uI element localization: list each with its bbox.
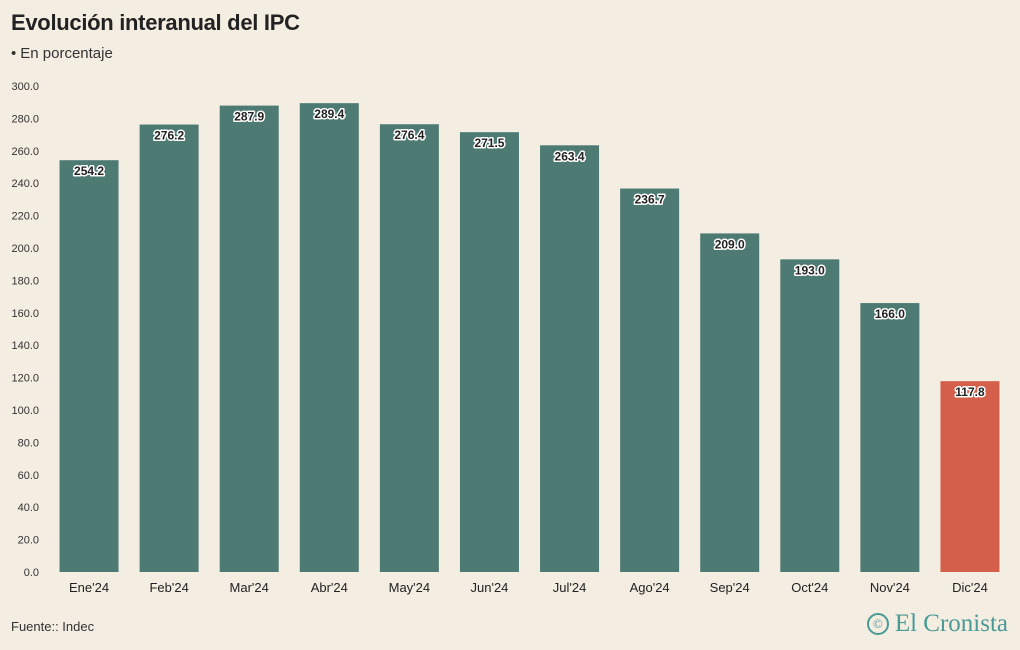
x-tick-label: Dic'24 [952, 580, 988, 595]
copyright-icon: © [866, 613, 889, 635]
x-tick-label: Ene'24 [69, 580, 109, 595]
bar [459, 132, 519, 573]
y-tick-label: 20.0 [18, 535, 39, 547]
data-label: 166.0 [875, 307, 905, 321]
data-label: 287.9 [234, 110, 264, 124]
bar [540, 145, 600, 573]
y-tick-label: 220.0 [11, 211, 39, 223]
data-label: 276.2 [154, 129, 184, 143]
x-tick-label: Nov'24 [870, 580, 910, 595]
data-label: 193.0 [795, 263, 825, 277]
y-tick-label: 300.0 [11, 81, 39, 93]
bar [860, 303, 920, 572]
data-label: 209.0 [715, 237, 745, 251]
data-label: 117.8 [955, 385, 985, 399]
y-tick-label: 180.0 [11, 275, 39, 287]
bar [379, 124, 439, 573]
bar [59, 160, 119, 573]
brand-logo: © El Cronista [866, 610, 1008, 638]
brand-name: El Cronista [894, 610, 1008, 637]
y-tick-label: 200.0 [11, 243, 39, 255]
x-tick-label: Sep'24 [710, 580, 750, 595]
subtitle-bullet: • [11, 45, 17, 62]
data-label: 236.7 [635, 193, 665, 207]
y-tick-label: 240.0 [11, 178, 39, 190]
x-tick-label: Mar'24 [230, 580, 269, 595]
x-tick-label: Ago'24 [630, 580, 670, 595]
subtitle-text: En porcentaje [20, 45, 113, 62]
bar [299, 103, 359, 572]
bar [700, 233, 760, 573]
y-tick-label: 280.0 [11, 113, 39, 125]
bar [780, 259, 840, 572]
bar [219, 105, 279, 573]
y-tick-label: 260.0 [11, 146, 39, 158]
x-tick-label: Oct'24 [791, 580, 828, 595]
x-tick-label: Jun'24 [471, 580, 509, 595]
y-tick-label: 120.0 [11, 373, 39, 385]
y-tick-label: 60.0 [18, 470, 39, 482]
source-note: Fuente:: Indec [11, 619, 95, 634]
data-label: 276.4 [394, 128, 424, 142]
data-label: 263.4 [555, 149, 585, 163]
bar [620, 188, 680, 572]
x-tick-label: May'24 [389, 580, 431, 595]
y-tick-label: 80.0 [18, 437, 39, 449]
y-tick-label: 40.0 [18, 502, 39, 514]
x-tick-label: Feb'24 [149, 580, 188, 595]
bar [139, 124, 199, 572]
data-label: 254.2 [74, 164, 104, 178]
y-tick-label: 160.0 [11, 308, 39, 320]
data-label: 271.5 [474, 136, 504, 150]
bar [940, 381, 1000, 572]
x-tick-label: Jul'24 [553, 580, 587, 595]
y-tick-label: 100.0 [11, 405, 39, 417]
x-tick-label: Abr'24 [311, 580, 348, 595]
y-tick-label: 0.0 [24, 567, 39, 579]
data-label: 289.4 [314, 107, 344, 121]
chart-title: Evolución interanual del IPC [11, 10, 300, 35]
y-tick-label: 140.0 [11, 340, 39, 352]
chart-subtitle: • En porcentaje [11, 45, 113, 62]
